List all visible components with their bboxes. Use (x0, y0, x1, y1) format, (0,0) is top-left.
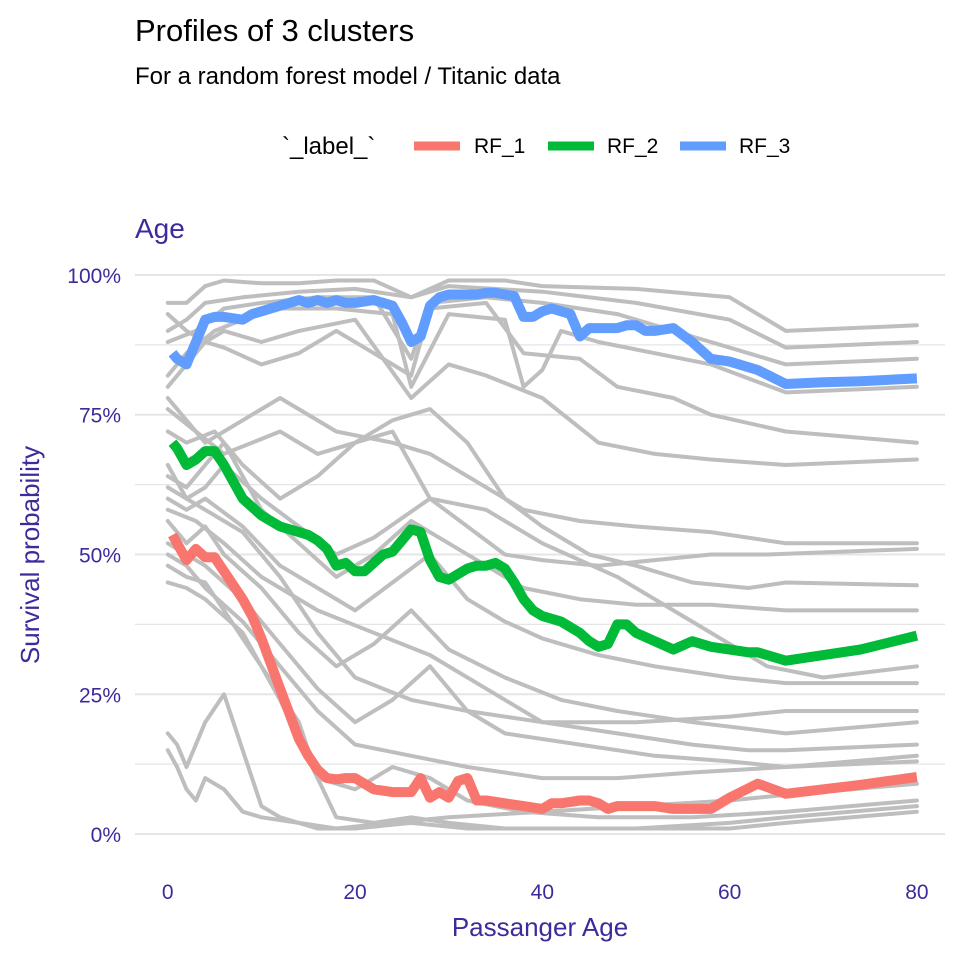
y-tick-label: 25% (79, 684, 121, 707)
panel-title: Age (135, 213, 185, 244)
series-line-rf2 (168, 439, 919, 666)
series-line-rf1 (168, 532, 918, 814)
x-tick-label: 20 (343, 881, 366, 904)
background-profile-line (165, 407, 919, 590)
background-profile-line (165, 312, 919, 467)
chart-title: Profiles of 3 clusters (135, 13, 414, 48)
legend: `_label_` RF_1 RF_2 RF_3 (282, 133, 790, 160)
background-profile-line (165, 485, 919, 725)
background-profile-line (165, 429, 919, 568)
background-profile-line (165, 463, 919, 680)
grid (135, 273, 945, 836)
legend-label-rf3: RF_3 (739, 135, 790, 158)
background-profile-line (165, 519, 919, 736)
background-profile-line (165, 541, 919, 769)
y-tick-label: 50% (79, 545, 121, 568)
background-profile-line (165, 396, 919, 546)
y-axis-ticks: 0% 25% 50% 75% 100% (67, 265, 121, 847)
y-tick-label: 75% (79, 405, 121, 428)
legend-label-rf1: RF_1 (474, 135, 525, 158)
cluster-profiles (168, 287, 919, 814)
y-tick-label: 100% (67, 265, 121, 288)
background-profile-line (165, 507, 919, 753)
background-profile-line (165, 284, 919, 350)
background-profile-line (165, 580, 919, 831)
background-profiles (165, 278, 919, 831)
x-axis-ticks: 0 20 40 60 80 (162, 881, 929, 904)
legend-label-rf2: RF_2 (607, 135, 658, 158)
x-axis-label: Passanger Age (452, 912, 628, 942)
background-profile-line (165, 300, 919, 445)
background-profile-line (165, 552, 919, 781)
series-line-rf3 (168, 287, 918, 389)
background-profile-line (165, 440, 919, 613)
legend-title: `_label_` (282, 133, 375, 160)
x-tick-label: 0 (162, 881, 174, 904)
background-profile-line (165, 278, 919, 333)
chart-subtitle: For a random forest model / Titanic data (135, 63, 561, 90)
y-axis-label: Survival probability (15, 446, 45, 664)
x-tick-label: 40 (531, 881, 554, 904)
x-tick-label: 80 (905, 881, 928, 904)
x-tick-label: 60 (718, 881, 741, 904)
y-tick-label: 0% (91, 824, 121, 847)
